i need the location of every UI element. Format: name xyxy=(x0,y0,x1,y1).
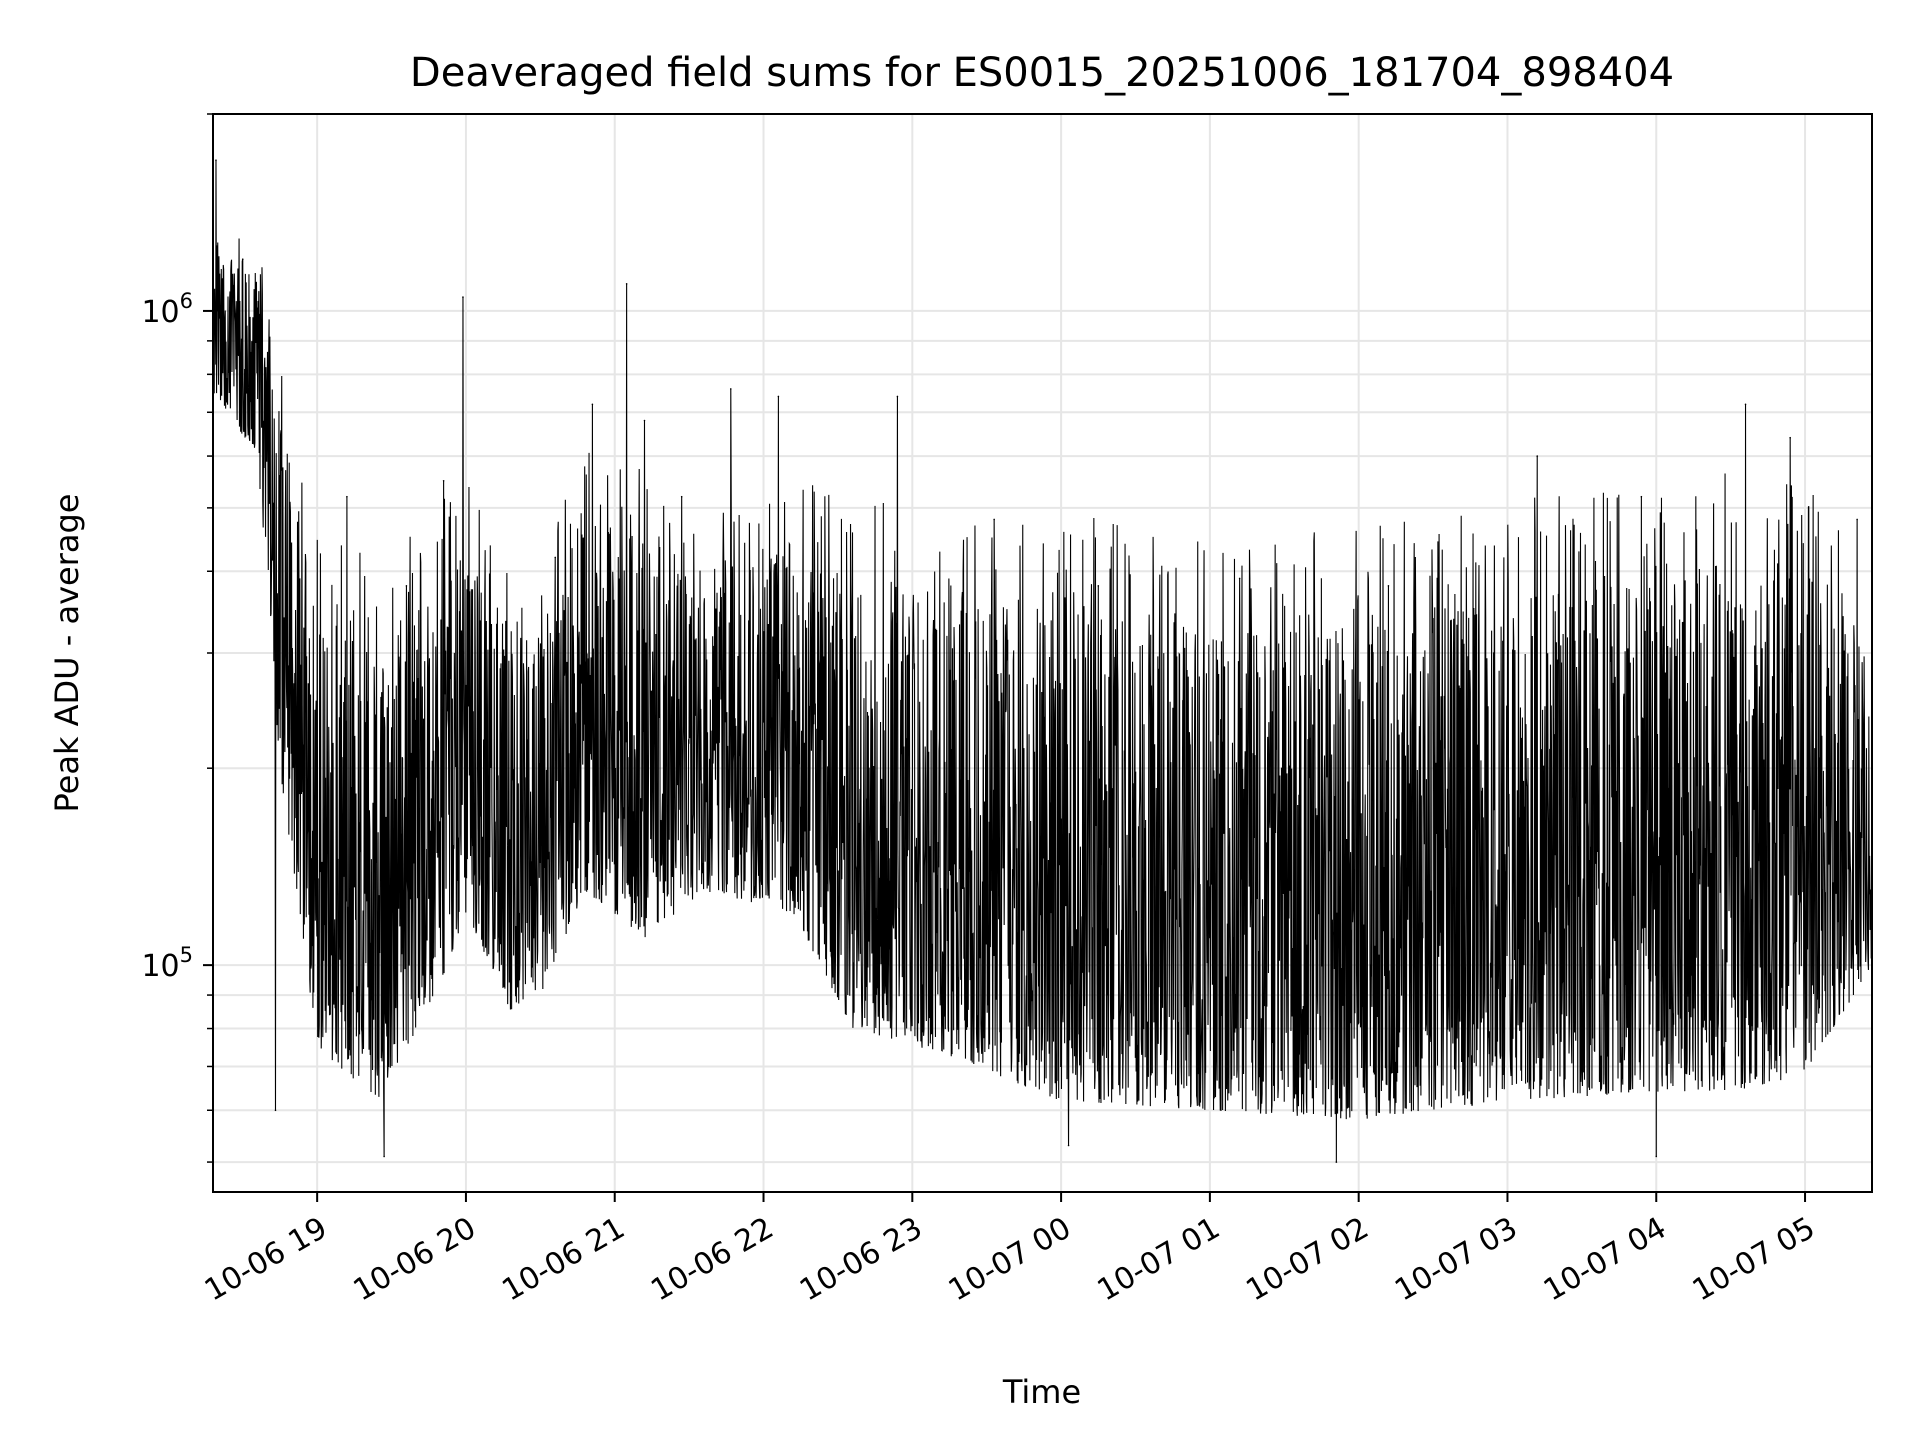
spike-point xyxy=(625,283,628,285)
spike-point xyxy=(1387,585,1390,587)
spike-point xyxy=(993,518,995,521)
dip-point xyxy=(1655,1155,1658,1158)
spike-point xyxy=(1640,495,1643,498)
spike-point xyxy=(1789,436,1791,439)
spike-point xyxy=(643,419,646,422)
spike-point xyxy=(346,495,348,498)
spike-point xyxy=(680,495,683,498)
series-line xyxy=(212,160,1873,1163)
spike-point xyxy=(462,296,464,298)
y-tick-label: 105 xyxy=(141,943,193,984)
spike-point xyxy=(442,479,445,482)
spike-point xyxy=(591,403,594,406)
spike-point xyxy=(554,556,557,559)
chart-title: Deaveraged field sums for ES0015_2025100… xyxy=(410,50,1674,96)
dip-point xyxy=(1335,1161,1338,1163)
x-axis-label: Time xyxy=(1002,1373,1081,1411)
spike-point xyxy=(1097,585,1100,587)
series-area xyxy=(212,159,1873,1163)
y-axis-label: Peak ADU - average xyxy=(48,494,86,813)
spike-point xyxy=(1856,518,1858,521)
spike-point xyxy=(1536,455,1539,457)
spike-point xyxy=(215,159,217,161)
spike-point xyxy=(729,388,732,390)
spike-point xyxy=(405,585,408,587)
dip-point xyxy=(274,1109,277,1112)
spike-point xyxy=(241,258,244,260)
dip-point xyxy=(1067,1144,1070,1147)
dip-point xyxy=(383,1155,385,1158)
spike-point xyxy=(896,395,899,398)
spike-point xyxy=(1744,403,1747,406)
spike-point xyxy=(1238,577,1241,580)
y-tick-label: 106 xyxy=(141,289,193,330)
spike-point xyxy=(777,395,780,398)
